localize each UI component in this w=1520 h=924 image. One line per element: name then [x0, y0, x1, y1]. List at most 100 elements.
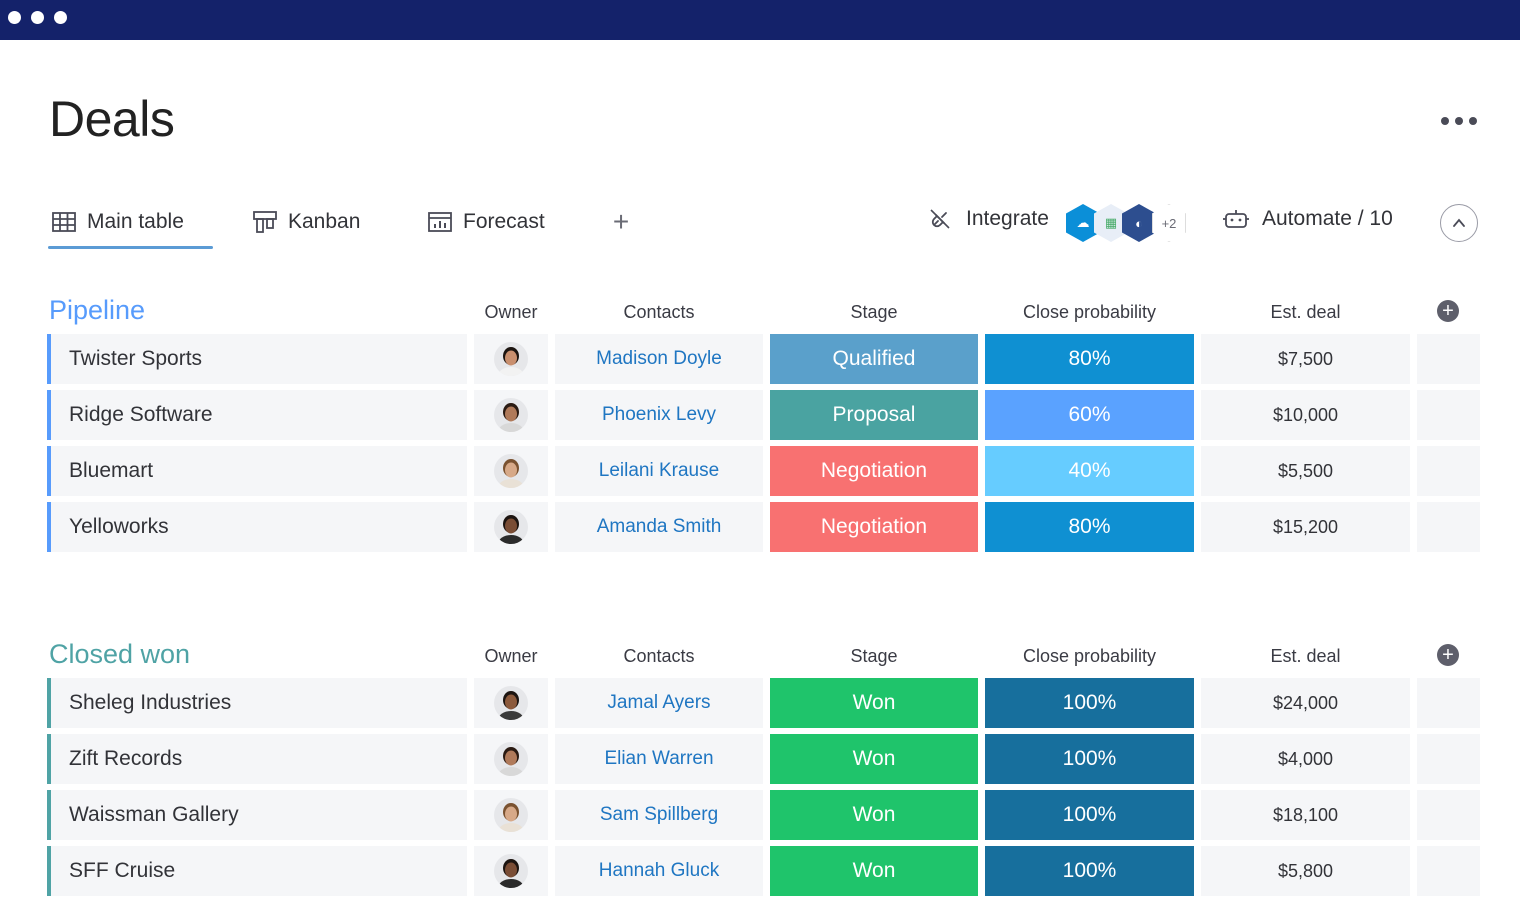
contact-cell[interactable]: Elian Warren	[555, 734, 763, 784]
more-options-button[interactable]	[1434, 112, 1484, 130]
empty-cell[interactable]	[1417, 734, 1480, 784]
deal-name-cell[interactable]: Yelloworks	[47, 502, 467, 552]
add-column-button[interactable]: +	[1437, 300, 1459, 322]
owner-cell[interactable]	[474, 334, 548, 384]
stage-cell[interactable]: Won	[770, 678, 978, 728]
empty-cell[interactable]	[1417, 678, 1480, 728]
deal-name-cell[interactable]: Waissman Gallery	[47, 790, 467, 840]
column-header-stage[interactable]: Stage	[850, 302, 898, 322]
deal-value-cell[interactable]: $5,500	[1201, 446, 1410, 496]
window-minimize-dot[interactable]	[31, 11, 44, 24]
deal-name-cell[interactable]: Sheleg Industries	[47, 678, 467, 728]
contact-cell[interactable]: Jamal Ayers	[555, 678, 763, 728]
contact-link[interactable]: Jamal Ayers	[607, 692, 711, 713]
automate-button[interactable]: Automate / 10	[1222, 207, 1393, 231]
contact-link[interactable]: Amanda Smith	[596, 516, 722, 537]
empty-cell[interactable]	[1417, 390, 1480, 440]
empty-cell[interactable]	[1417, 846, 1480, 896]
stage-cell[interactable]: Won	[770, 734, 978, 784]
probability-cell[interactable]: 100%	[985, 846, 1194, 896]
contact-link[interactable]: Phoenix Levy	[601, 404, 717, 425]
column-header-owner[interactable]: Owner	[484, 646, 538, 666]
deal-value-cell[interactable]: $7,500	[1201, 334, 1410, 384]
group-title[interactable]: Closed won	[49, 639, 191, 669]
deal-name-cell[interactable]: Twister Sports	[47, 334, 467, 384]
deal-name-cell[interactable]: SFF Cruise	[47, 846, 467, 896]
deal-value-cell[interactable]: $18,100	[1201, 790, 1410, 840]
tab-main-table[interactable]: Main table	[51, 207, 184, 237]
owner-cell[interactable]	[474, 446, 548, 496]
stage-cell[interactable]: Won	[770, 790, 978, 840]
column-header-probability[interactable]: Close probability	[1022, 302, 1157, 322]
probability-cell[interactable]: 100%	[985, 734, 1194, 784]
contact-link[interactable]: Leilani Krause	[598, 460, 720, 481]
owner-cell[interactable]	[474, 678, 548, 728]
deal-value-cell[interactable]: $5,800	[1201, 846, 1410, 896]
owner-cell[interactable]	[474, 502, 548, 552]
stage-cell[interactable]: Won	[770, 846, 978, 896]
contact-link[interactable]: Elian Warren	[604, 748, 714, 769]
column-header-owner[interactable]: Owner	[484, 302, 538, 322]
tab-kanban[interactable]: Kanban	[252, 207, 360, 237]
contact-link[interactable]: Madison Doyle	[596, 348, 722, 369]
column-header-stage[interactable]: Stage	[850, 646, 898, 666]
deal-name-cell[interactable]: Bluemart	[47, 446, 467, 496]
probability-cell[interactable]: 80%	[985, 502, 1194, 552]
deal-name-cell[interactable]: Zift Records	[47, 734, 467, 784]
table-row[interactable]: SFF Cruise Hannah Gluck Won 100% $5,800	[0, 846, 1520, 896]
contact-link[interactable]: Hannah Gluck	[598, 860, 720, 881]
stage-cell[interactable]: Proposal	[770, 390, 978, 440]
collapse-header-button[interactable]	[1440, 204, 1478, 242]
add-column-button[interactable]: +	[1437, 644, 1459, 666]
empty-cell[interactable]	[1417, 334, 1480, 384]
deal-value-cell[interactable]: $15,200	[1201, 502, 1410, 552]
deal-value-cell[interactable]: $10,000	[1201, 390, 1410, 440]
table-row[interactable]: Sheleg Industries Jamal Ayers Won 100% $24,0…	[0, 678, 1520, 728]
column-header-deal[interactable]: Est. deal	[1270, 646, 1341, 666]
forecast-icon	[428, 212, 452, 232]
owner-cell[interactable]	[474, 734, 548, 784]
empty-cell[interactable]	[1417, 502, 1480, 552]
contact-cell[interactable]: Sam Spillberg	[555, 790, 763, 840]
add-view-button[interactable]: +	[612, 206, 630, 237]
stage-cell[interactable]: Negotiation	[770, 446, 978, 496]
tab-forecast[interactable]: Forecast	[427, 207, 545, 237]
probability-cell[interactable]: 60%	[985, 390, 1194, 440]
deal-value-cell[interactable]: $4,000	[1201, 734, 1410, 784]
probability-cell[interactable]: 100%	[985, 678, 1194, 728]
probability-cell[interactable]: 40%	[985, 446, 1194, 496]
integrate-button[interactable]: Integrate	[928, 207, 1049, 231]
owner-cell[interactable]	[474, 390, 548, 440]
column-header-deal[interactable]: Est. deal	[1270, 302, 1341, 322]
group-title[interactable]: Pipeline	[49, 295, 146, 325]
table-row[interactable]: Waissman Gallery Sam Spillberg Won 100% $18,…	[0, 790, 1520, 840]
table-row[interactable]: Yelloworks Amanda Smith Negotiation 80% $15,…	[0, 502, 1520, 552]
column-header-probability[interactable]: Close probability	[1022, 646, 1157, 666]
contact-cell[interactable]: Hannah Gluck	[555, 846, 763, 896]
deal-name: Yelloworks	[69, 515, 169, 538]
table-row[interactable]: Zift Records Elian Warren Won 100% $4,000	[0, 734, 1520, 784]
window-close-dot[interactable]	[8, 11, 21, 24]
contact-link[interactable]: Sam Spillberg	[599, 804, 719, 825]
empty-cell[interactable]	[1417, 446, 1480, 496]
table-row[interactable]: Twister Sports Madison Doyle Qualified 80% $…	[0, 334, 1520, 384]
column-header-contacts[interactable]: Contacts	[623, 302, 695, 322]
empty-cell[interactable]	[1417, 790, 1480, 840]
contact-cell[interactable]: Madison Doyle	[555, 334, 763, 384]
deal-name-cell[interactable]: Ridge Software	[47, 390, 467, 440]
stage-cell[interactable]: Negotiation	[770, 502, 978, 552]
probability-cell[interactable]: 80%	[985, 334, 1194, 384]
probability-cell[interactable]: 100%	[985, 790, 1194, 840]
deal-value-cell[interactable]: $24,000	[1201, 678, 1410, 728]
contact-cell[interactable]: Leilani Krause	[555, 446, 763, 496]
table-row[interactable]: Ridge Software Phoenix Levy Proposal 60% $10…	[0, 390, 1520, 440]
contact-cell[interactable]: Amanda Smith	[555, 502, 763, 552]
contact-cell[interactable]: Phoenix Levy	[555, 390, 763, 440]
table-row[interactable]: Bluemart Leilani Krause Negotiation 40% $5,5…	[0, 446, 1520, 496]
owner-cell[interactable]	[474, 790, 548, 840]
owner-cell[interactable]	[474, 846, 548, 896]
window-maximize-dot[interactable]	[54, 11, 67, 24]
column-header-contacts[interactable]: Contacts	[623, 646, 695, 666]
integration-icons[interactable]: ☁ ▦ ◐ +2	[1066, 204, 1188, 242]
stage-cell[interactable]: Qualified	[770, 334, 978, 384]
